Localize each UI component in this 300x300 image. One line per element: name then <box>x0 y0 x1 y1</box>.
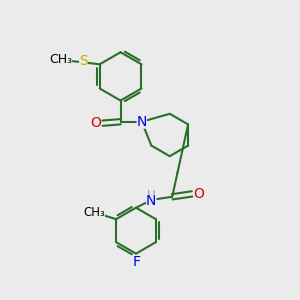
Text: O: O <box>193 187 204 201</box>
Text: CH₃: CH₃ <box>49 53 72 66</box>
Text: F: F <box>132 255 140 269</box>
Text: N: N <box>136 115 147 129</box>
Text: CH₃: CH₃ <box>83 206 105 219</box>
Text: O: O <box>90 116 101 130</box>
Text: N: N <box>146 194 157 208</box>
Text: S: S <box>79 54 88 68</box>
Text: H: H <box>147 188 156 202</box>
